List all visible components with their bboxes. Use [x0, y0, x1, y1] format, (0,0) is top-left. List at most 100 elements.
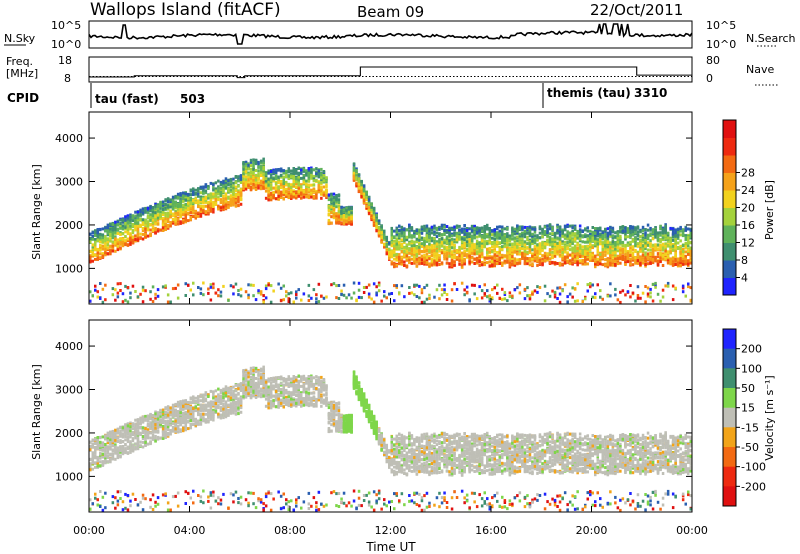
power-cell [480, 244, 484, 248]
power-cell [234, 194, 238, 198]
power-cell [106, 252, 110, 256]
power-cell [124, 230, 127, 234]
power-cell [536, 238, 539, 242]
power-cell [141, 232, 145, 236]
power-cell [475, 257, 479, 261]
power-cell [586, 226, 590, 230]
power-cell [443, 254, 446, 258]
power-cell [259, 186, 263, 190]
power-cell [184, 198, 188, 202]
power-cell [395, 255, 399, 259]
power-cell [159, 206, 162, 210]
power-cell [151, 206, 155, 209]
power-cell [566, 251, 569, 255]
power-cell [269, 170, 273, 173]
power-cell [264, 177, 268, 181]
power-cell [435, 245, 439, 249]
power-cell [224, 177, 228, 181]
power-cell [493, 245, 497, 249]
power-cell [317, 300, 321, 304]
power-cell [104, 235, 107, 238]
power-cell [176, 196, 180, 200]
power-cell [164, 202, 167, 206]
power-cell [297, 178, 301, 182]
power-cell [566, 300, 569, 304]
power-cell [114, 241, 117, 245]
power-cell [247, 293, 250, 297]
power-cell [362, 187, 366, 191]
power-cell [204, 183, 208, 187]
power-cell [199, 291, 203, 295]
power-cell [558, 246, 562, 250]
power-cell [101, 244, 105, 248]
power-cell [372, 206, 376, 210]
power-cell [116, 232, 120, 235]
power-cell [330, 199, 333, 203]
power-cell [470, 234, 474, 238]
power-cell [443, 257, 446, 261]
power-cell [239, 193, 243, 197]
station-title: Wallops Island (fitACF) [90, 0, 281, 20]
power-cell [430, 227, 434, 231]
power-cell [134, 234, 137, 238]
power-cell [222, 181, 225, 185]
power-cell [244, 187, 248, 191]
power-cell [124, 215, 127, 219]
power-cell [513, 236, 517, 240]
power-cell [604, 246, 607, 250]
power-cell [254, 160, 258, 164]
power-cell [317, 171, 321, 175]
power-cell [460, 281, 464, 285]
power-cell [264, 184, 268, 188]
power-cell [89, 255, 92, 259]
power-cell [136, 295, 140, 299]
power-cell [151, 210, 155, 214]
power-cell [536, 285, 539, 289]
power-cell [455, 255, 459, 259]
freq-left-label: Freq. [6, 55, 33, 68]
power-cell [443, 283, 446, 287]
power-cell [508, 291, 512, 295]
power-cell [493, 259, 497, 263]
power-cell [518, 227, 522, 231]
power-cell [214, 201, 218, 205]
power-cell [320, 185, 323, 189]
power-cell [591, 230, 595, 234]
noise-panel: N.Sky 10^5 10^0 10^5 10^0 N.Search [4, 19, 796, 51]
power-cell [161, 205, 165, 208]
power-cell [267, 183, 270, 187]
power-cell [254, 188, 258, 191]
power-cell [126, 286, 130, 289]
power-cell [199, 185, 203, 189]
power-cell [217, 207, 220, 211]
power-cell [556, 250, 559, 254]
power-cell [604, 228, 607, 232]
power-cell [104, 283, 107, 287]
power-cell [317, 181, 321, 185]
power-cell [465, 242, 469, 246]
power-cell [591, 239, 595, 242]
power-cell [252, 178, 255, 182]
power-cell [187, 201, 190, 205]
power-cell [109, 239, 112, 243]
power-cell [573, 259, 577, 263]
power-cell [350, 215, 353, 219]
power-cell [428, 233, 431, 237]
power-cell [375, 217, 378, 221]
power-cell [410, 257, 414, 261]
power-cell [279, 167, 283, 171]
power-cell [264, 172, 268, 176]
power-cell [282, 185, 286, 189]
power-cell [516, 235, 519, 239]
power-cell [508, 264, 512, 268]
power-cell [506, 232, 509, 236]
power-cell [523, 297, 527, 301]
power-cell [533, 250, 537, 254]
power-cell [599, 289, 602, 293]
power-cell [161, 217, 165, 220]
power-cell [398, 260, 401, 264]
power-cell [96, 251, 100, 255]
power-cell [523, 232, 527, 236]
power-cell [290, 191, 293, 195]
power-cell [508, 234, 512, 238]
